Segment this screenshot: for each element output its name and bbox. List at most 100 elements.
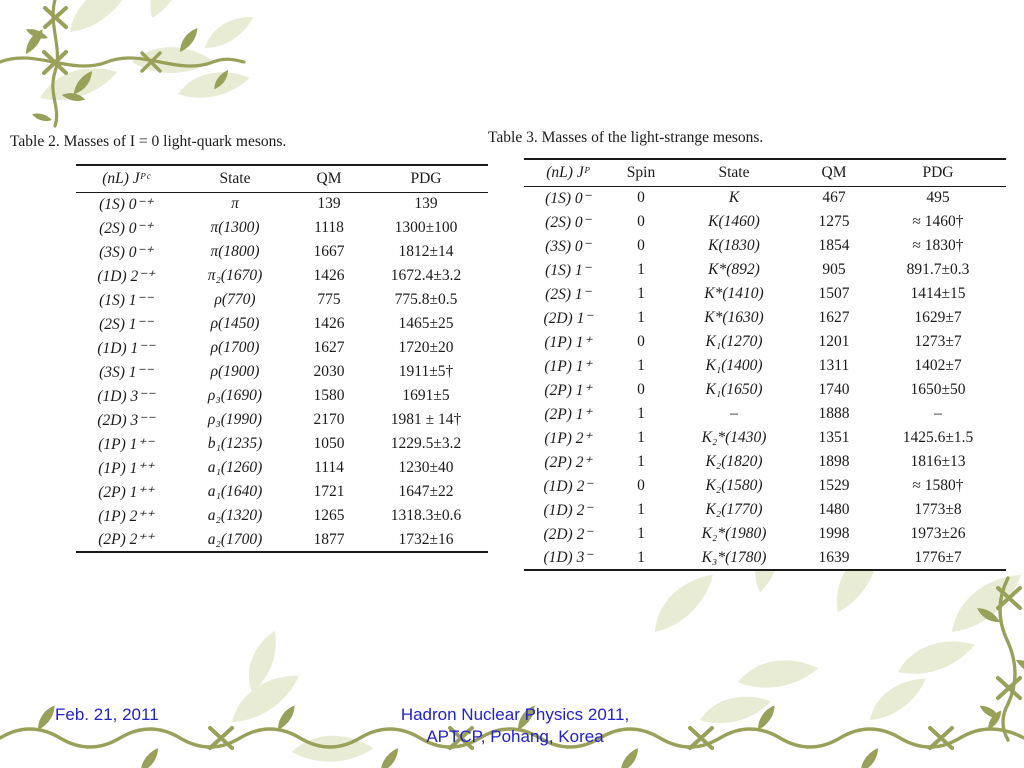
table-cell: (1S) 1⁻ — [545, 261, 591, 279]
table-cell: (1P) 1⁺⁻ — [98, 435, 154, 453]
table-cell: ρ₃(1990) — [207, 411, 263, 428]
table-cell: 1318.3±0.6 — [390, 507, 462, 524]
table-cell: (2P) 1⁺ — [544, 381, 592, 399]
table-cell: 1402±7 — [914, 357, 962, 374]
table-cell: K₃*(1780) — [701, 548, 767, 566]
table-cell: π — [231, 195, 239, 213]
table-cell: 0 — [637, 237, 645, 254]
table-cell: 1667 — [313, 243, 345, 260]
table-cell: (3S) 0⁻ — [545, 237, 591, 255]
table-cell: 1050 — [313, 435, 345, 452]
table-row: (3S) 1⁻⁻ ρ(1900) 2030 1911±5† — [76, 360, 488, 384]
table-row: (1S) 0⁻⁺ π 139 139 — [76, 192, 488, 216]
table-cell: K*(892) — [708, 261, 760, 278]
table-cell: (1D) 3⁻⁻ — [97, 387, 155, 405]
table-cell: 1898 — [818, 453, 850, 470]
column-header: QM — [316, 169, 342, 187]
table-cell: K — [728, 189, 740, 207]
table-cell: 1 — [637, 548, 645, 566]
table-cell: π₂(1670) — [207, 267, 263, 284]
table-row: (1P) 1⁺ 1 K₁(1400) 1311 1402±7 — [524, 354, 1006, 378]
table-cell: ρ(1450) — [210, 315, 260, 332]
table-cell: 1265 — [313, 507, 345, 524]
table-cell: 1720±20 — [398, 339, 454, 356]
table-cell: a₂(1700) — [207, 530, 263, 548]
table-cell: – — [730, 405, 738, 422]
table-cell: (1P) 2⁺ — [544, 429, 592, 447]
vine-decoration-top-left-icon — [0, 0, 257, 128]
table-cell: 1 — [637, 453, 645, 470]
table-cell: 1973±26 — [910, 525, 966, 542]
table-cell: (2D) 2⁻ — [543, 525, 593, 543]
column-header: (nL) Jᴾ — [546, 163, 590, 181]
column-header: Spin — [626, 163, 656, 181]
table-cell: ρ(770) — [214, 291, 256, 308]
table2-container: Table 2. Masses of I = 0 light-quark mes… — [10, 133, 488, 553]
table-cell: 905 — [822, 261, 846, 278]
table-row: (2D) 1⁻ 1 K*(1630) 1627 1629±7 — [524, 306, 1006, 330]
table-row: (3S) 0⁻ 0 K(1830) 1854 ≈ 1830† — [524, 234, 1006, 258]
table-cell: 1351 — [818, 429, 850, 446]
table-cell: 495 — [926, 189, 950, 207]
table-cell: 1691±5 — [402, 387, 450, 404]
table-cell: (1D) 2⁻⁺ — [97, 267, 155, 285]
table-cell: (2S) 1⁻⁻ — [99, 315, 153, 333]
column-header: PDG — [922, 163, 954, 181]
table-cell: 1740 — [818, 381, 850, 398]
table-row: (1D) 2⁻ 0 K₂(1580) 1529 ≈ 1580† — [524, 474, 1006, 498]
table-cell: (2P) 2⁺⁺ — [98, 531, 154, 548]
table-row: (1P) 2⁺⁺ a₂(1320) 1265 1318.3±0.6 — [76, 504, 488, 528]
table-cell: 1647±22 — [398, 483, 454, 500]
table-cell: – — [934, 405, 942, 422]
table-cell: (1D) 3⁻ — [543, 549, 593, 566]
table-cell: 891.7±0.3 — [906, 261, 970, 278]
table-header-row: (nL) Jᴾᶜ State QM PDG — [76, 165, 488, 192]
table-cell: K₂*(1980) — [701, 525, 767, 542]
table-cell: K(1830) — [708, 237, 760, 254]
table-cell: 1201 — [818, 333, 850, 350]
table-cell: 1 — [637, 309, 645, 326]
table-cell: (1P) 1⁺ — [544, 357, 592, 375]
table-cell: (1D) 1⁻⁻ — [97, 339, 155, 357]
footer-date: Feb. 21, 2011 — [55, 705, 159, 724]
table-cell: K₁(1650) — [705, 381, 763, 398]
table-cell: 1114 — [314, 459, 344, 476]
table-cell: 1877 — [313, 530, 345, 548]
table3-caption: Table 3. Masses of the light-strange mes… — [488, 129, 764, 146]
table-cell: 1998 — [818, 525, 850, 542]
table-cell: 1229.5±3.2 — [390, 435, 462, 452]
column-header: QM — [821, 163, 847, 181]
table-row: (2D) 2⁻ 1 K₂*(1980) 1998 1973±26 — [524, 522, 1006, 546]
table-cell: K₂*(1430) — [701, 429, 767, 446]
table-cell: (1S) 0⁻ — [545, 189, 591, 207]
column-header: (nL) Jᴾᶜ — [102, 169, 150, 187]
table-cell: (2D) 1⁻ — [543, 309, 593, 327]
table-cell: ≈ 1460† — [912, 213, 964, 230]
table-cell: 1639 — [818, 548, 850, 566]
table-cell: 1721 — [313, 483, 345, 500]
table-row: (3S) 0⁻⁺ π(1800) 1667 1812±14 — [76, 240, 488, 264]
table-row: (1D) 3⁻ 1 K₃*(1780) 1639 1776±7 — [524, 546, 1006, 570]
footer-venue-line1: Hadron Nuclear Physics 2011, — [400, 705, 630, 724]
table-cell: 467 — [822, 189, 846, 207]
table-row: (2P) 1⁺ 1 – 1888 – — [524, 402, 1006, 426]
table-cell: a₁(1260) — [207, 459, 263, 476]
leaf-watermark — [39, 0, 257, 109]
table-cell: 1300±100 — [394, 219, 458, 236]
column-header: State — [718, 163, 750, 181]
table-cell: K(1460) — [708, 213, 760, 230]
table-row: (1D) 1⁻⁻ ρ(1700) 1627 1720±20 — [76, 336, 488, 360]
column-header: PDG — [410, 169, 442, 187]
table-cell: 1 — [637, 429, 645, 446]
table-cell: K₁(1400) — [705, 357, 763, 374]
table-cell: K₂(1580) — [705, 477, 763, 494]
table-row: (1P) 1⁺⁺ a₁(1260) 1114 1230±40 — [76, 456, 488, 480]
table-cell: π(1300) — [210, 219, 260, 236]
table-cell: b₁(1235) — [207, 435, 263, 452]
light-quark-masses-table: (nL) Jᴾᶜ State QM PDG (1S) 0⁻⁺ π 139 139 (2S) 0… — [76, 164, 488, 553]
table-cell: 1426 — [313, 267, 345, 284]
table-cell: K*(1410) — [704, 285, 764, 302]
table-cell: 1 — [637, 261, 645, 278]
table-cell: 1812±14 — [398, 243, 454, 260]
